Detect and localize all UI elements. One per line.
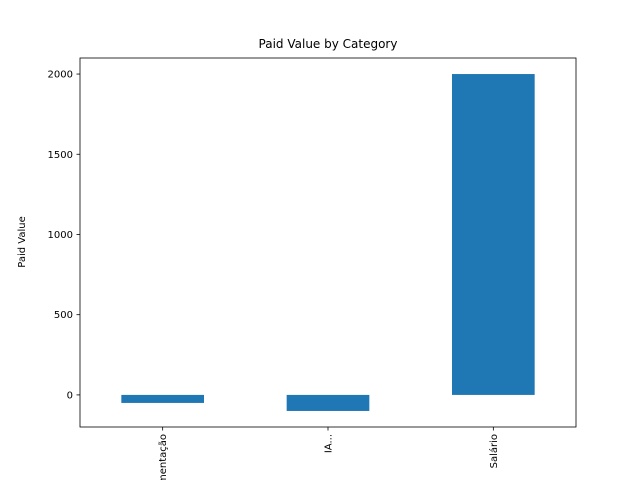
bar-1 bbox=[286, 394, 370, 411]
y-tick-label-1: 500 bbox=[54, 310, 73, 321]
y-axis-ticks: 0 500 1000 1500 2000 bbox=[48, 70, 80, 401]
x-tick-label-1: IA... bbox=[324, 434, 335, 453]
y-axis-label: Paid Value bbox=[17, 216, 28, 267]
chart-title: Paid Value by Category bbox=[259, 37, 398, 51]
x-tick-label-2: Salário bbox=[488, 434, 500, 468]
y-tick-label-0: 0 bbox=[67, 390, 73, 401]
y-tick-label-2: 1000 bbox=[48, 230, 73, 241]
y-tick-label-3: 1500 bbox=[48, 150, 73, 161]
x-tick-label-0: Alimentação bbox=[158, 434, 169, 480]
y-tick-label-4: 2000 bbox=[48, 70, 73, 81]
x-axis-ticks: Alimentação IA... Salário bbox=[158, 427, 500, 480]
plot-area-frame bbox=[79, 57, 577, 428]
bar-2 bbox=[452, 74, 535, 395]
bars-group bbox=[121, 74, 535, 411]
bar-0 bbox=[121, 394, 204, 403]
